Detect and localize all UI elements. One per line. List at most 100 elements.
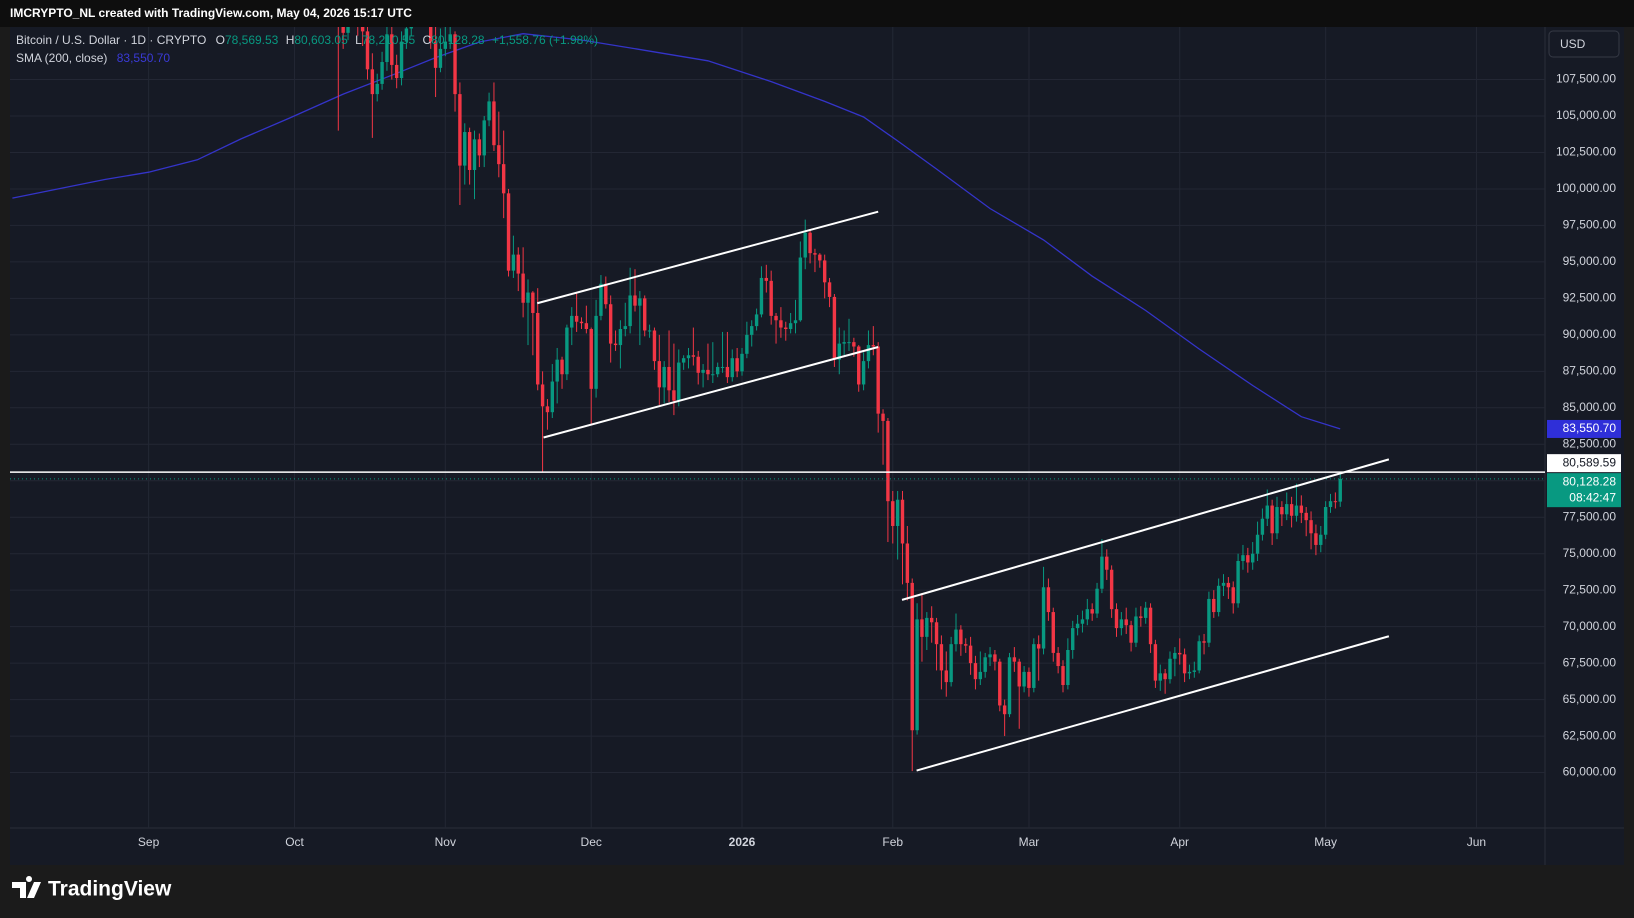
candle-body	[599, 283, 603, 316]
candle-body	[1265, 505, 1269, 519]
candle-body	[463, 132, 467, 166]
candle-body	[565, 327, 569, 375]
candle-body	[745, 334, 749, 354]
candle-body	[643, 298, 647, 331]
plot	[10, 27, 1545, 772]
candle-body	[1148, 607, 1153, 645]
legend-key: L	[355, 33, 362, 47]
candle-body	[594, 315, 598, 389]
countdown-label: 08:42:47	[1569, 490, 1616, 504]
candle-body	[1027, 671, 1031, 688]
candle-body	[438, 48, 443, 68]
candle-body	[735, 358, 739, 372]
candle-body	[1002, 705, 1007, 715]
candle-body	[1056, 652, 1060, 667]
y-tick-label: 95,000.00	[1563, 254, 1617, 268]
legend-value: 78,210.55	[362, 33, 416, 47]
candle-body	[998, 661, 1002, 706]
currency-label[interactable]: USD	[1560, 37, 1586, 51]
candle-body	[983, 657, 987, 672]
candle-body	[959, 629, 963, 645]
candle-body	[1314, 533, 1318, 545]
candle-body	[905, 543, 910, 583]
sma-price-label: 83,550.70	[1563, 421, 1617, 435]
logo-icon	[12, 876, 41, 898]
indicator-name: SMA (200, close)	[16, 51, 107, 65]
candle-body	[589, 329, 593, 389]
last-price-box	[1547, 473, 1621, 508]
candle-body	[511, 254, 516, 271]
candle-body	[623, 326, 627, 330]
candle-body	[871, 345, 876, 347]
y-tick-label: 97,500.00	[1563, 218, 1617, 232]
indicator-value: 83,550.70	[117, 51, 171, 65]
candle-body	[536, 312, 540, 385]
candle-body	[1216, 585, 1221, 613]
legend-value: 80,603.05	[294, 33, 348, 47]
candle-body	[506, 193, 511, 271]
x-tick-label: Sep	[138, 835, 160, 849]
candle-body	[1241, 555, 1245, 561]
candle-body	[822, 260, 827, 283]
axes: 60,000.00 62,500.00 65,000.00 67,500.00 70,0…	[138, 72, 1621, 849]
legend-key: C	[423, 33, 432, 47]
footer-logo: TradingView	[12, 876, 172, 901]
y-tick-label: 70,000.00	[1563, 619, 1617, 633]
candle-body	[1139, 616, 1143, 618]
candle-body	[750, 326, 754, 335]
x-tick-label: Mar	[1019, 835, 1040, 849]
candle-body	[1275, 507, 1279, 534]
y-tick-label: 105,000.00	[1556, 108, 1616, 122]
candle-body	[1187, 671, 1192, 674]
candle-body	[832, 296, 837, 360]
candle-body	[1202, 641, 1206, 643]
y-tick-label: 65,000.00	[1563, 692, 1617, 706]
candle-body	[891, 501, 895, 526]
candle-body	[861, 361, 866, 385]
candle-body	[1178, 652, 1182, 655]
currency-button[interactable]	[1548, 30, 1620, 58]
candle-body	[866, 345, 871, 362]
candle-body	[954, 629, 958, 645]
candle-body	[1080, 619, 1085, 624]
candle-body	[579, 321, 584, 324]
candle-body	[1163, 673, 1167, 680]
candle-body	[1197, 641, 1201, 671]
candle-body	[720, 366, 725, 368]
candle-body	[881, 413, 885, 421]
y-tick-label: 102,500.00	[1556, 145, 1616, 159]
candle-body	[1085, 609, 1090, 620]
candle-body	[784, 327, 788, 330]
candle-body	[482, 120, 486, 156]
candle-body	[1299, 505, 1304, 513]
candle-body	[1304, 512, 1308, 521]
hline-price-label: 80,589.59	[1563, 455, 1617, 469]
candle-body	[813, 253, 817, 255]
candle-body	[1153, 644, 1158, 681]
candle-body	[808, 232, 812, 254]
legend-key: H	[286, 33, 295, 47]
y-tick-label: 67,500.00	[1563, 655, 1617, 669]
candle-body	[847, 342, 851, 344]
candle-body	[764, 277, 769, 281]
candle-body	[657, 361, 662, 388]
candle-body	[910, 582, 914, 731]
candle-body	[696, 356, 700, 373]
y-tick-label: 92,500.00	[1563, 291, 1617, 305]
y-tick-label: 90,000.00	[1563, 327, 1617, 341]
x-tick-label: Apr	[1170, 835, 1189, 849]
candle-body	[1182, 654, 1187, 674]
candle-body	[1100, 556, 1104, 589]
candle-body	[618, 329, 623, 346]
candle-body	[1017, 661, 1021, 687]
candle-body	[1071, 628, 1075, 650]
candle-body	[540, 384, 545, 407]
y-tick-label: 107,500.00	[1556, 72, 1616, 86]
candle-body	[633, 295, 637, 306]
candle-body	[711, 374, 715, 376]
candle-body	[453, 34, 457, 95]
candle-body	[608, 304, 613, 344]
candle-body	[638, 298, 642, 306]
legend: Bitcoin / U.S. Dollar · 1D · CRYPTO O78,…	[16, 33, 598, 47]
candle-body	[1075, 623, 1080, 629]
